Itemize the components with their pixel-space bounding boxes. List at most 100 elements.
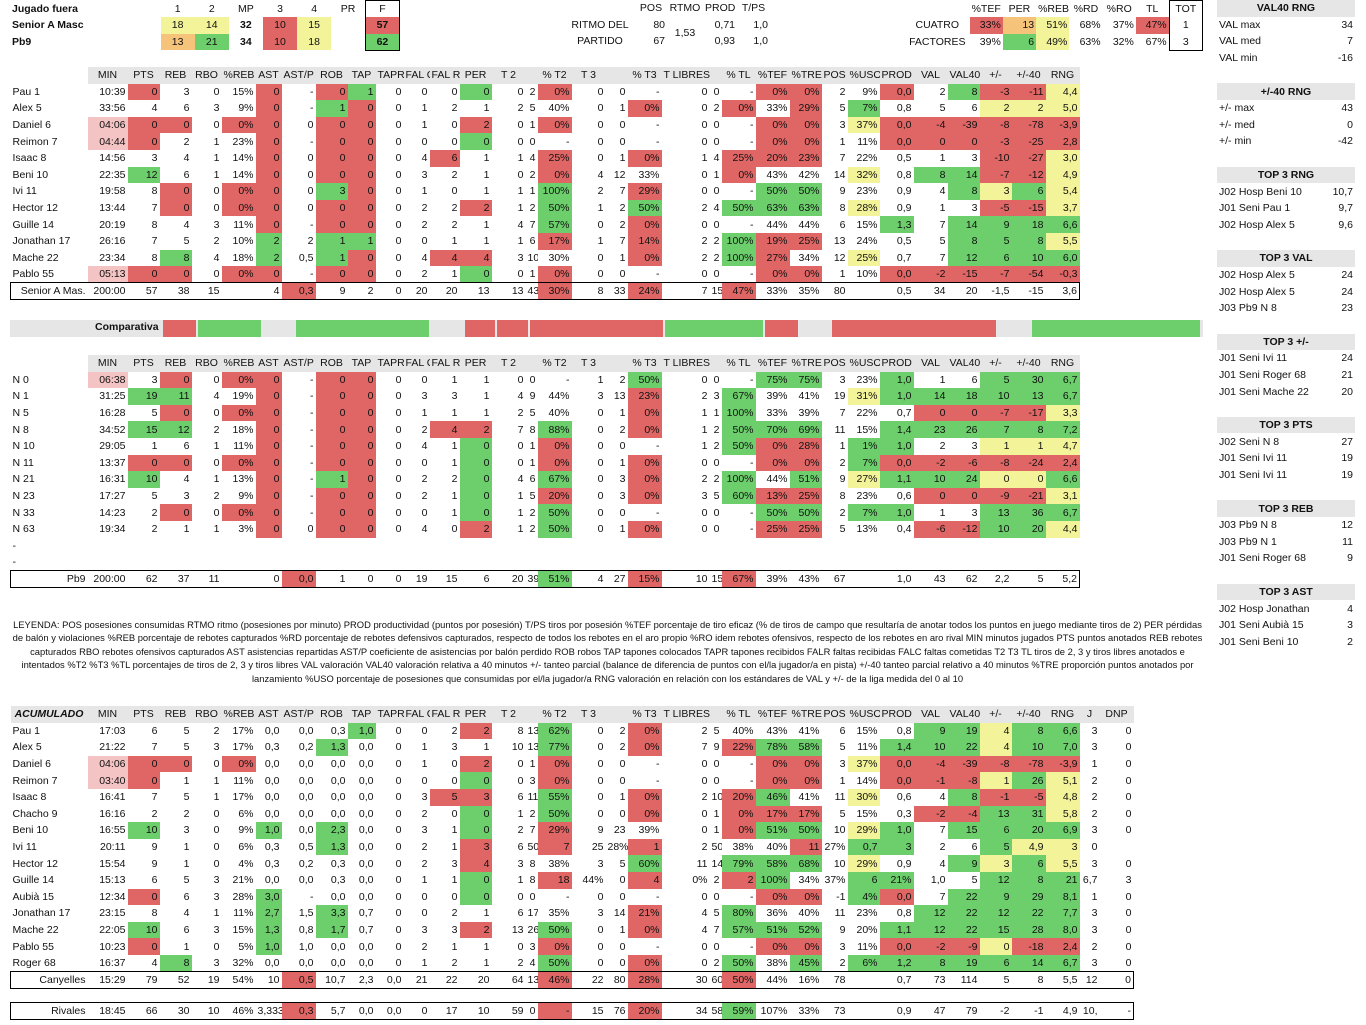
stat-cell: 2: [213, 423, 220, 436]
stat-cell: 3: [183, 85, 190, 98]
stat-cell: 2: [713, 440, 720, 453]
stat-cell: 19: [947, 954, 980, 972]
stat-cell: 0: [1125, 724, 1132, 737]
stat-cell: 0: [701, 168, 708, 181]
stat-cell: 9: [597, 824, 604, 837]
stat-cell: 1: [451, 407, 458, 420]
stat-cell: 3: [619, 490, 626, 503]
stat-cell: 1: [701, 407, 708, 420]
stat-cell: 15%: [856, 423, 878, 436]
player-name: Jonathan 17: [12, 235, 71, 248]
stat-cell: 10%: [232, 235, 254, 248]
stat-cell: -6: [913, 520, 948, 538]
side-item-value: 2: [1347, 635, 1353, 648]
stat-cell: 1: [315, 232, 348, 250]
stat-cell: 0: [979, 938, 1012, 955]
total-cell: 5,2: [1045, 570, 1080, 589]
total-cell: 0: [1099, 971, 1134, 989]
column-header: T LIBRES: [661, 67, 710, 84]
stat-cell: 0: [597, 741, 604, 754]
total-cell: 37: [159, 570, 192, 589]
stat-cell: [606, 554, 628, 571]
stat-cell: 0: [395, 373, 402, 386]
side-item: J03 Pb9 N 8 12: [1217, 517, 1355, 534]
stat-cell: 0: [395, 268, 402, 281]
stat-cell: 0: [159, 266, 192, 283]
stat-cell: 7,0: [1045, 739, 1080, 756]
stat-cell: -2: [913, 454, 948, 472]
stat-cell: 0: [913, 133, 948, 150]
stat-cell: 0: [255, 504, 282, 521]
stat-cell: 34%: [798, 251, 820, 264]
column-header: %USO: [847, 355, 880, 372]
stat-cell: 2: [1091, 774, 1098, 787]
stat-cell: 1: [451, 268, 458, 281]
stat-cell: 4,7: [1045, 437, 1080, 455]
stat-cell: 24: [947, 471, 980, 488]
stat-cell: 15:54: [99, 857, 126, 870]
stat-cell: 0: [395, 956, 402, 969]
stat-cell: 43%: [766, 168, 788, 181]
stat-cell: 0: [421, 774, 428, 787]
stat-cell: 4: [421, 251, 428, 264]
total-cell: 200:00: [87, 570, 128, 589]
stat-cell: 4: [213, 390, 220, 403]
stat-cell: 4: [529, 956, 536, 969]
stat-cell: 2: [619, 724, 626, 737]
stat-cell: 34%: [798, 874, 820, 887]
stat-cell: 9: [947, 855, 980, 872]
total-cell: 59%: [721, 1002, 756, 1020]
stat-cell: 11: [527, 791, 538, 804]
total-cell: 33%: [789, 1002, 822, 1020]
total-label: Pb9: [10, 570, 88, 589]
side-item-value: 43: [1341, 102, 1353, 115]
stat-cell: 0: [255, 166, 282, 184]
stat-cell: 8: [1011, 232, 1046, 250]
total-cell: 47: [913, 1002, 948, 1020]
stat-cell: 4%: [847, 888, 880, 906]
stat-cell: 0,7: [358, 907, 374, 920]
stat-cell: 0: [315, 388, 348, 405]
stat-cell: 8: [947, 788, 980, 806]
stat-cell: 1: [213, 774, 220, 787]
stat-cell: [790, 538, 822, 555]
stat-cell: 11: [834, 791, 846, 804]
stat-cell: -: [310, 102, 314, 115]
stat-cell: -: [750, 774, 754, 787]
side-item: VAL min -16: [1217, 50, 1355, 67]
stat-cell: 22: [1011, 905, 1046, 922]
stat-cell: 13%: [232, 473, 254, 486]
stat-cell: 0: [713, 758, 720, 771]
stat-cell: 3: [597, 907, 604, 920]
legend: LEYENDA: POS posesiones consumidas RTMO …: [12, 619, 1203, 684]
side-title: VAL40 RNG: [1217, 0, 1355, 17]
stat-cell: 12: [979, 905, 1012, 922]
stat-cell: 7: [151, 202, 158, 215]
stat-cell: 0: [1125, 741, 1132, 754]
total-cell: 15: [709, 570, 722, 589]
stat-cell: 1,0: [255, 938, 282, 955]
total-cell: 38: [159, 282, 192, 301]
stat-cell: 3: [529, 774, 536, 787]
stat-cell: 17:27: [99, 490, 126, 503]
stat-cell: 0,3: [330, 857, 346, 870]
column-header: TAPR: [375, 67, 404, 84]
stat-cell: 0,0: [330, 956, 346, 969]
total-cell: 17: [429, 1002, 460, 1020]
total-label: Rivales: [10, 1002, 88, 1020]
stat-cell: -4: [947, 805, 980, 823]
side-item-label: J02 Hosp Alex 5: [1219, 218, 1295, 231]
stat-cell: 17%: [755, 805, 790, 823]
stat-cell: [710, 554, 722, 571]
stat-cell: 31%: [847, 388, 880, 405]
stat-cell: 1: [619, 251, 626, 264]
stat-cell: 29%: [627, 183, 662, 200]
column-header: POS: [821, 706, 848, 723]
stat-cell: 0: [255, 116, 282, 134]
stat-cell: 0: [451, 119, 458, 132]
stat-cell: 7: [529, 824, 536, 837]
total-cell: 64: [491, 971, 526, 989]
stat-cell: 0%: [789, 133, 822, 150]
stat-cell: 6: [517, 907, 524, 920]
stat-cell: 7: [713, 924, 720, 937]
